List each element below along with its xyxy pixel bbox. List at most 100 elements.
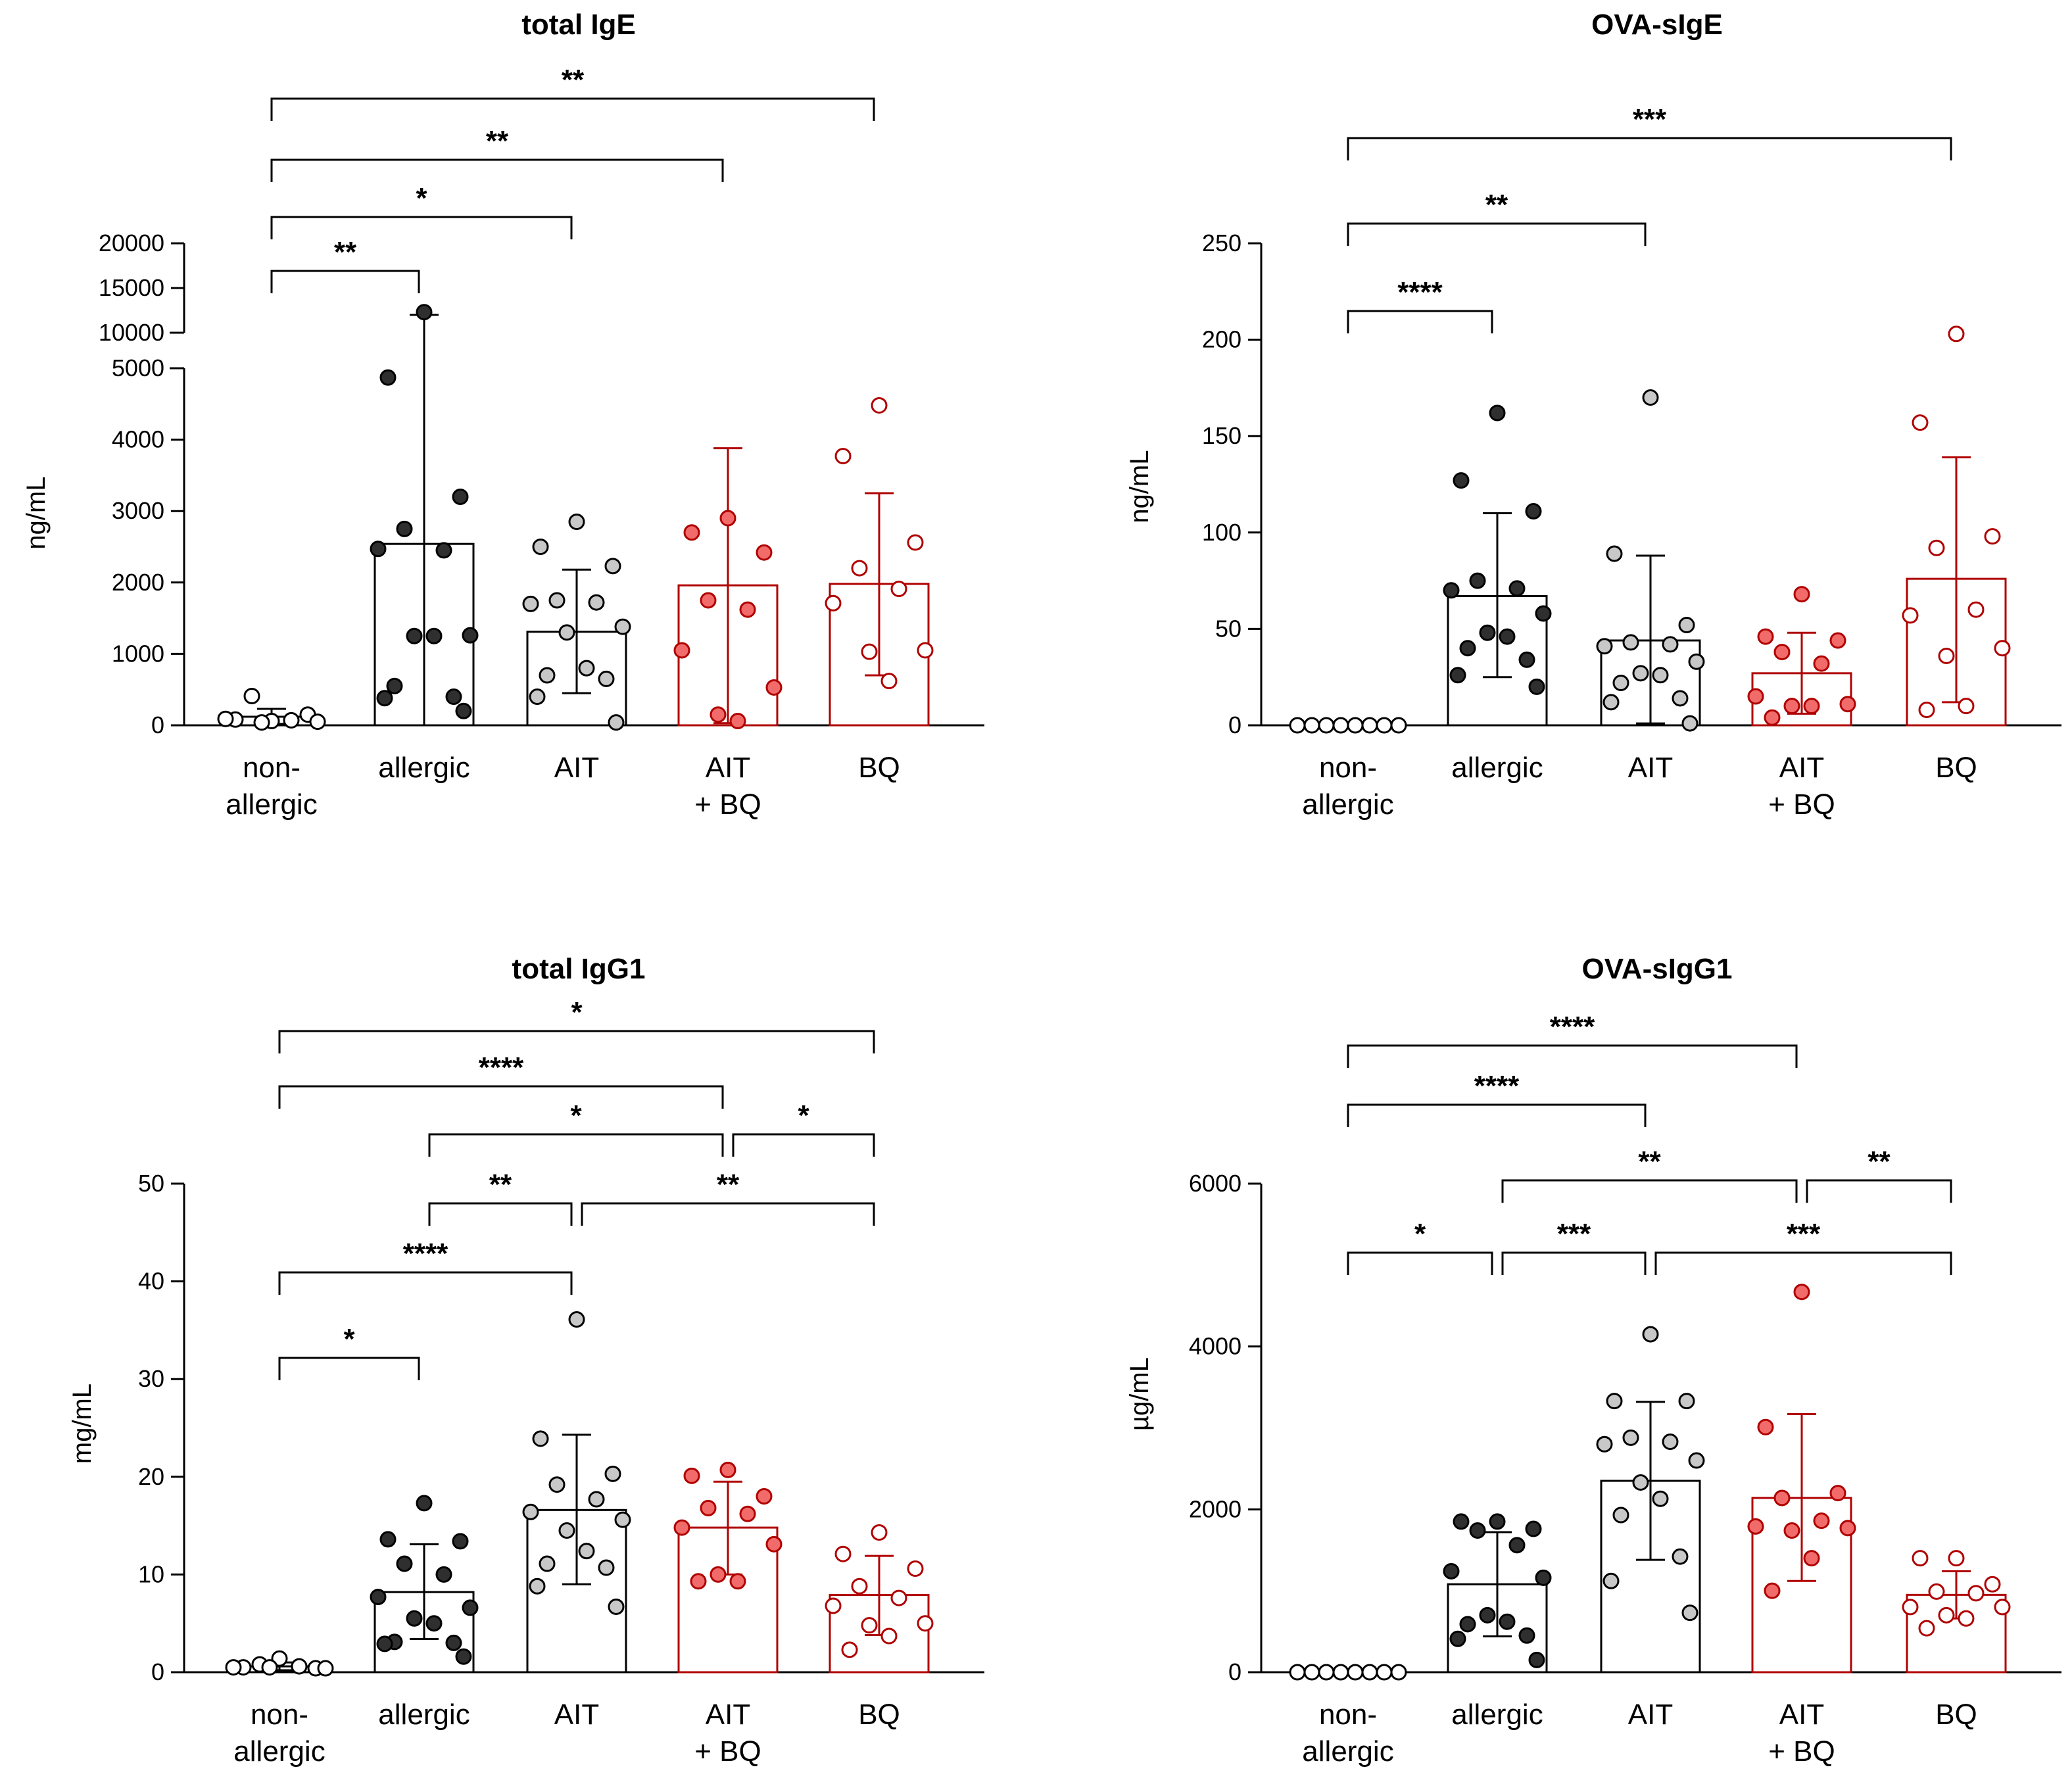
data-point — [1535, 1569, 1552, 1586]
data-point — [455, 702, 472, 719]
x-category-label-line: AIT — [1628, 752, 1673, 784]
data-point — [690, 1573, 707, 1590]
data-point — [225, 1659, 242, 1676]
x-category-label-line: allergic — [1302, 1735, 1393, 1768]
data-point — [1303, 717, 1320, 734]
x-category-label-line: allergic — [378, 1699, 470, 1731]
bracket-line — [1501, 1179, 1798, 1203]
data-point — [1443, 1562, 1460, 1579]
x-category-label-line: AIT — [554, 752, 599, 784]
data-point — [756, 1488, 773, 1505]
data-point — [522, 1503, 539, 1520]
data-point — [1499, 1613, 1516, 1630]
significance-label: * — [798, 1099, 809, 1132]
data-point — [729, 1573, 746, 1590]
data-point — [243, 687, 260, 704]
data-point — [425, 1615, 443, 1632]
group-non-allergic — [1289, 1664, 1407, 1681]
data-point — [861, 643, 878, 660]
x-category-label: non-allergic — [233, 1699, 325, 1768]
data-point — [386, 677, 403, 694]
data-point — [1332, 717, 1349, 734]
data-point — [917, 642, 934, 659]
data-point — [1489, 1513, 1506, 1530]
significance-bracket: **** — [278, 1238, 573, 1295]
y-tick-label: 10000 — [99, 319, 164, 346]
y-tick-label: 3000 — [112, 497, 164, 524]
data-point — [614, 618, 631, 635]
data-point — [462, 1599, 479, 1616]
data-point — [406, 627, 423, 644]
y-tick-label: 150 — [1202, 422, 1241, 449]
data-point — [568, 513, 585, 530]
data-point — [578, 1543, 595, 1560]
data-point — [1662, 1434, 1679, 1451]
x-category-label: AIT + BQ — [1768, 752, 1835, 821]
data-point — [376, 690, 393, 707]
data-point — [1958, 1610, 1975, 1627]
bracket-line — [1654, 1251, 1952, 1275]
x-category-label: AIT — [554, 1699, 599, 1731]
x-category-label-line: AIT — [706, 1699, 750, 1731]
x-category-label: allergic — [378, 752, 470, 784]
y-tick-label: 200 — [1202, 326, 1241, 353]
data-point — [1642, 1326, 1659, 1343]
data-point — [604, 1465, 621, 1482]
data-point — [1839, 1520, 1856, 1537]
data-point — [1632, 665, 1649, 682]
significance-label: ** — [1485, 189, 1508, 221]
significance-bracket: *** — [1347, 103, 1952, 160]
y-axis-label: µg/mL — [1125, 1357, 1154, 1431]
data-point — [890, 1589, 907, 1606]
x-category-label-line: non- — [1319, 1699, 1377, 1731]
y-tick-label: 6000 — [1189, 1170, 1241, 1197]
bracket-line — [278, 1271, 573, 1295]
significance-bracket: **** — [278, 1051, 724, 1109]
significance-label: *** — [1787, 1218, 1821, 1250]
significance-label: ** — [334, 236, 357, 268]
data-point — [1764, 709, 1781, 726]
data-point — [907, 534, 924, 551]
y-tick-label: 2000 — [112, 569, 164, 596]
y-tick-label: 20000 — [99, 229, 164, 256]
data-point — [719, 510, 736, 527]
bracket-line — [270, 158, 724, 182]
bracket-line — [270, 270, 420, 293]
data-point — [1453, 472, 1470, 489]
significance-label: ** — [489, 1169, 512, 1201]
x-category-label-line: + BQ — [1768, 788, 1835, 821]
x-category-label-line: AIT — [1779, 752, 1824, 784]
data-point — [539, 1555, 556, 1572]
group-bq — [825, 397, 934, 727]
data-point — [425, 627, 443, 644]
x-category-label-line: allergic — [1302, 788, 1393, 821]
data-point — [558, 1522, 575, 1539]
data-point — [406, 1610, 423, 1627]
data-point — [370, 1589, 387, 1606]
data-point — [217, 710, 234, 727]
x-category-label-line: BQ — [1935, 1699, 1977, 1731]
data-point — [529, 688, 546, 706]
significance-label: * — [1414, 1218, 1426, 1250]
data-point — [1347, 1664, 1364, 1681]
data-point — [445, 688, 462, 706]
significance-label: ** — [1867, 1145, 1891, 1178]
data-point — [1918, 702, 1935, 719]
data-point — [1525, 1520, 1542, 1537]
x-category-label-line: + BQ — [1768, 1735, 1835, 1768]
y-tick-label: 4000 — [112, 426, 164, 453]
data-point — [871, 1524, 888, 1541]
data-point — [1938, 1606, 1955, 1624]
chart-title: OVA-sIgE — [1591, 9, 1723, 41]
data-point — [673, 1519, 690, 1536]
x-category-label: allergic — [1451, 1699, 1543, 1731]
y-tick-label: 0 — [151, 1658, 164, 1685]
y-tick-label: 10 — [138, 1560, 164, 1587]
data-point — [1606, 545, 1623, 562]
data-point — [1948, 1550, 1965, 1567]
data-point — [1525, 503, 1542, 520]
significance-label: ** — [717, 1169, 740, 1201]
y-tick-label: 40 — [138, 1268, 164, 1295]
data-point — [765, 679, 783, 696]
